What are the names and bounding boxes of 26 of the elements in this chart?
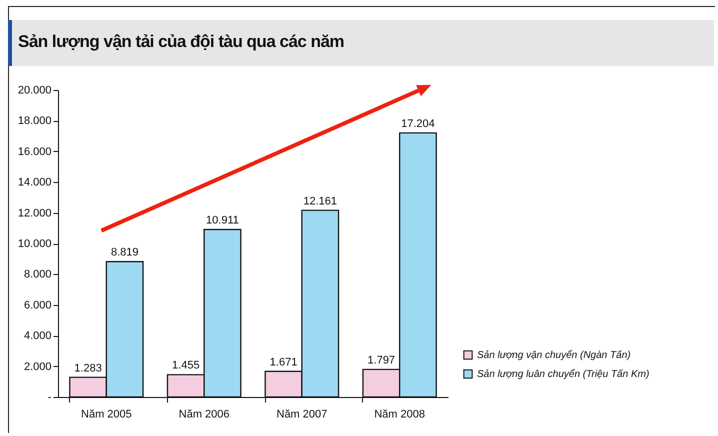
y-tick-label: 4.000	[24, 330, 52, 342]
x-tick-label: Năm 2006	[178, 408, 230, 420]
y-tick-label: 16.000	[18, 146, 52, 158]
data-label: 1.455	[172, 360, 200, 372]
legend-label: Sản lượng luân chuyển (Triệu Tấn Km)	[477, 368, 650, 380]
y-tick-label: 6.000	[24, 299, 52, 312]
y-tick-label: 20.000	[18, 84, 52, 96]
x-tick-label: Năm 2007	[276, 408, 328, 420]
x-tick-label: Năm 2008	[374, 408, 425, 420]
x-tick-label: Năm 2005	[81, 408, 132, 420]
data-label: 12.161	[303, 195, 338, 208]
data-label: 1.797	[368, 354, 396, 366]
legend-label: Sản lượng vận chuyển (Ngàn Tấn)	[477, 349, 631, 361]
data-label: 1.671	[270, 356, 298, 368]
data-label: 8.819	[110, 246, 138, 259]
data-label: 10.911	[206, 214, 239, 227]
y-tick-label: 8.000	[24, 268, 52, 281]
y-tick-label: 2.000	[24, 360, 52, 373]
y-tick-label: 14.000	[18, 176, 52, 189]
y-tick-label: 18.000	[18, 115, 52, 128]
y-tick-label: 12.000	[18, 207, 52, 220]
y-tick-label: 10.000	[18, 238, 52, 250]
data-label: 17.204	[401, 118, 435, 130]
chart-title: Sản lượng vận tải của đội tàu qua các năm	[18, 32, 344, 52]
y-tick-label: -	[48, 392, 52, 404]
data-label: 1.283	[74, 362, 102, 374]
